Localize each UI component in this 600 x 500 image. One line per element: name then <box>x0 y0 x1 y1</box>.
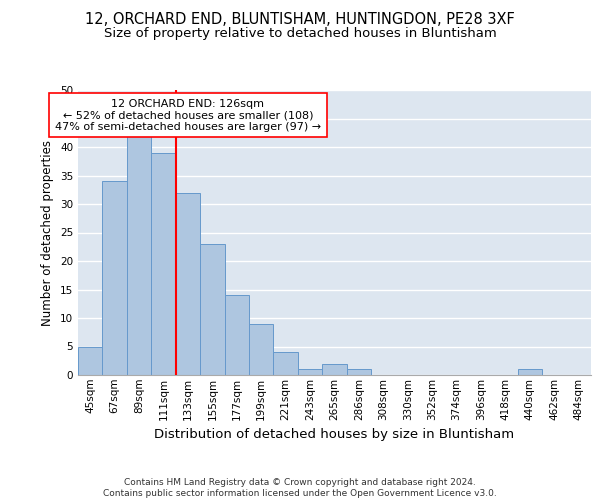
Bar <box>127 136 151 375</box>
Bar <box>249 324 274 375</box>
Bar <box>274 352 298 375</box>
Bar <box>298 370 322 375</box>
Text: 12 ORCHARD END: 126sqm
← 52% of detached houses are smaller (108)
47% of semi-de: 12 ORCHARD END: 126sqm ← 52% of detached… <box>55 98 321 132</box>
Text: Size of property relative to detached houses in Bluntisham: Size of property relative to detached ho… <box>104 28 496 40</box>
X-axis label: Distribution of detached houses by size in Bluntisham: Distribution of detached houses by size … <box>154 428 515 441</box>
Bar <box>347 370 371 375</box>
Bar <box>224 295 249 375</box>
Bar <box>518 370 542 375</box>
Bar <box>151 152 176 375</box>
Bar <box>176 192 200 375</box>
Bar <box>322 364 347 375</box>
Y-axis label: Number of detached properties: Number of detached properties <box>41 140 55 326</box>
Bar <box>200 244 224 375</box>
Text: Contains HM Land Registry data © Crown copyright and database right 2024.
Contai: Contains HM Land Registry data © Crown c… <box>103 478 497 498</box>
Bar <box>103 181 127 375</box>
Text: 12, ORCHARD END, BLUNTISHAM, HUNTINGDON, PE28 3XF: 12, ORCHARD END, BLUNTISHAM, HUNTINGDON,… <box>85 12 515 28</box>
Bar <box>78 346 103 375</box>
